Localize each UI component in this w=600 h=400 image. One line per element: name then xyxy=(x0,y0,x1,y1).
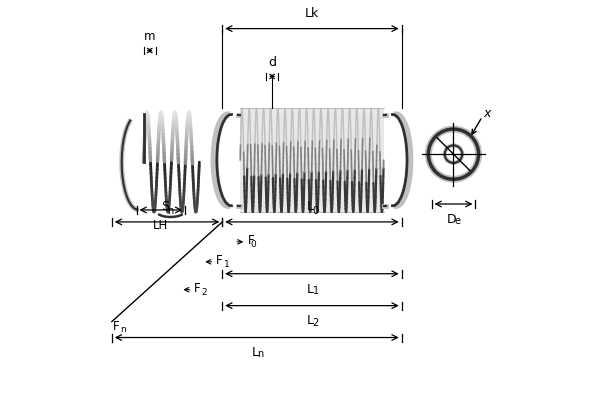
Text: 2: 2 xyxy=(313,318,319,328)
Text: L: L xyxy=(251,346,258,359)
Text: n: n xyxy=(120,325,125,334)
Text: n: n xyxy=(257,350,263,360)
Text: F: F xyxy=(113,320,119,333)
Text: n: n xyxy=(167,206,174,216)
Text: L: L xyxy=(307,282,313,296)
Text: F: F xyxy=(194,282,200,295)
Text: LH: LH xyxy=(153,219,169,232)
Text: S: S xyxy=(161,200,169,213)
Text: 1: 1 xyxy=(223,260,229,269)
Bar xyxy=(240,108,384,212)
Text: x: x xyxy=(484,107,491,120)
Text: L: L xyxy=(307,314,313,328)
Text: 0: 0 xyxy=(250,240,256,249)
Text: m: m xyxy=(144,30,155,43)
Text: 1: 1 xyxy=(313,286,319,296)
Text: F: F xyxy=(215,254,222,267)
Text: F: F xyxy=(247,234,254,247)
Text: D: D xyxy=(446,213,456,226)
Text: 0: 0 xyxy=(313,206,319,216)
Text: 2: 2 xyxy=(202,288,207,296)
Text: L: L xyxy=(307,200,313,213)
Text: e: e xyxy=(454,216,460,226)
Text: Lk: Lk xyxy=(305,7,319,20)
Text: d: d xyxy=(268,56,276,69)
